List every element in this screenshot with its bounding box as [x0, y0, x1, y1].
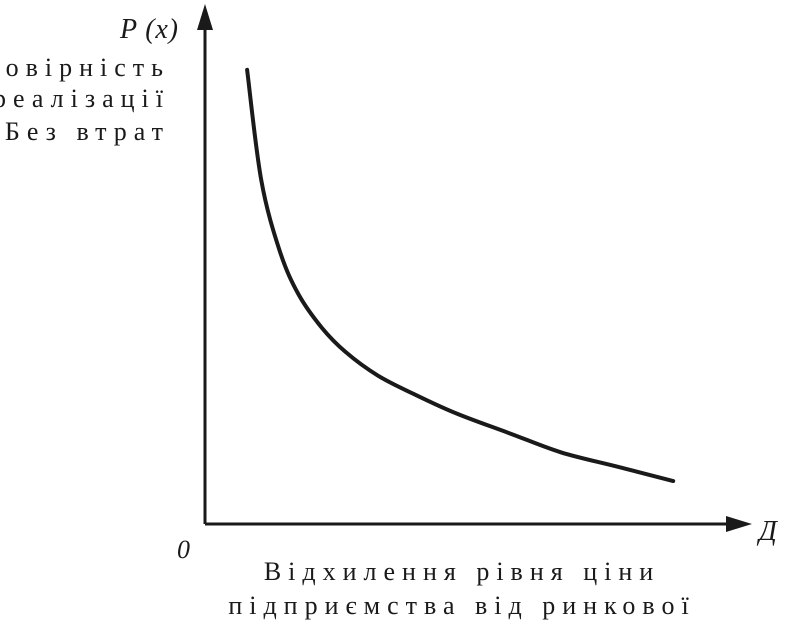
ylabel-line-1: Імовірність [0, 53, 170, 82]
xlabel-line-2: підприємства від ринкової [228, 591, 695, 620]
y-axis-symbol: P (x) [119, 14, 178, 45]
y-axis-arrow [197, 4, 213, 30]
ylabel-line-2: реалізації [0, 84, 170, 113]
ylabel-line-3: Без втрат [5, 117, 170, 146]
x-axis-arrow [726, 516, 752, 532]
series-curve [245, 67, 676, 483]
origin-label: 0 [177, 535, 190, 564]
xlabel-line-1: Відхилення рівня ціни [264, 557, 660, 586]
x-axis-symbol: Д [756, 516, 779, 547]
